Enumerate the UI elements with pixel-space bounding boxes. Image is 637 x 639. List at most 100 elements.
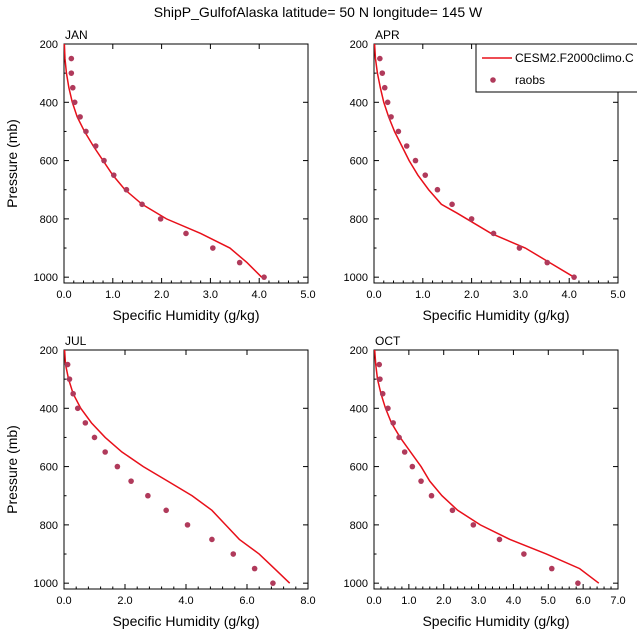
obs-point	[128, 478, 134, 484]
x-tick-label: 4.0	[178, 595, 193, 607]
panel-oct: OCT 0.0 1.0 2.0 3.0 4.0 5.0 6.0 7.0 200 400 600 800 1…	[344, 334, 626, 629]
legend-obs-marker	[490, 77, 496, 83]
y-tick-label: 800	[40, 520, 58, 532]
obs-point	[123, 186, 130, 193]
x-axis-label: Specific Humidity (g/kg)	[422, 613, 569, 629]
x-tick-label: 8.0	[300, 595, 315, 607]
y-tick-label: 200	[350, 345, 368, 357]
x-tick-label: 3.0	[513, 289, 528, 301]
obs-point	[379, 390, 386, 397]
obs-point	[390, 420, 396, 426]
legend-model-label: CESM2.F2000climo.C	[515, 51, 634, 65]
y-tick-label: 600	[40, 156, 58, 168]
obs-point	[409, 463, 416, 470]
obs-point	[184, 522, 191, 528]
y-tick-label: 1000	[344, 272, 368, 284]
obs-point	[68, 55, 75, 62]
obs-point	[209, 536, 215, 543]
obs-point	[381, 84, 388, 91]
y-tick-label: 400	[40, 97, 58, 109]
obs-point	[521, 551, 527, 557]
x-tick-label: 1.0	[401, 595, 416, 607]
obs-point	[83, 128, 89, 135]
x-tick-label: 6.0	[239, 595, 254, 607]
y-tick-label: 600	[350, 156, 368, 168]
obs-point	[575, 580, 581, 586]
obs-point	[470, 522, 477, 528]
obs-point	[418, 478, 424, 484]
obs-point	[183, 230, 189, 237]
model-series-line	[373, 349, 600, 584]
y-axis-label: Pressure (mb)	[4, 425, 20, 514]
x-tick-label: 4.0	[506, 595, 521, 607]
x-tick-label: 4.0	[252, 289, 267, 301]
main-title: ShipP_GulfofAlaska latitude= 50 N longit…	[154, 4, 483, 20]
panels: JAN 0.0 1.0 2.0 3.0 4.0 5.0 200 400 600 800 1000 Spe…	[4, 28, 626, 629]
x-tick-label: 7.0	[610, 595, 625, 607]
obs-point	[110, 172, 117, 178]
obs-point	[449, 201, 455, 208]
x-tick-label: 0.0	[56, 595, 71, 607]
x-tick-label: 3.0	[203, 289, 218, 301]
y-tick-label: 1000	[34, 578, 58, 590]
x-axis-label: Specific Humidity (g/kg)	[112, 307, 259, 323]
obs-point	[396, 434, 402, 441]
obs-point	[468, 216, 475, 222]
y-tick-label: 600	[40, 462, 58, 474]
obs-point	[384, 99, 391, 106]
obs-point	[403, 143, 410, 149]
y-tick-label: 400	[350, 97, 368, 109]
obs-point	[210, 245, 216, 251]
x-tick-label: 1.0	[105, 289, 120, 301]
x-tick-label: 6.0	[575, 595, 590, 607]
obs-point	[77, 114, 83, 120]
obs-point	[70, 390, 76, 397]
obs-point	[64, 361, 71, 368]
obs-point	[412, 157, 419, 164]
obs-point	[66, 376, 73, 382]
obs-point	[102, 449, 108, 455]
x-tick-label: 1.0	[415, 289, 430, 301]
obs-point	[388, 114, 394, 120]
y-tick-label: 1000	[344, 578, 368, 590]
obs-point	[92, 143, 99, 149]
obs-point	[230, 551, 237, 557]
y-tick-label: 800	[350, 214, 368, 226]
x-tick-label: 3.0	[471, 595, 486, 607]
obs-point	[395, 128, 402, 135]
y-tick-label: 200	[40, 39, 58, 51]
obs-point	[490, 230, 497, 237]
plot-frame	[63, 43, 309, 284]
y-tick-label: 200	[350, 39, 368, 51]
y-tick-label: 800	[40, 214, 58, 226]
y-tick-label: 400	[350, 403, 368, 415]
obs-point	[91, 434, 98, 441]
x-tick-label: 4.0	[562, 289, 577, 301]
panel-label: JAN	[65, 28, 88, 42]
obs-point	[377, 376, 383, 382]
x-axis-label: Specific Humidity (g/kg)	[112, 613, 259, 629]
obs-point	[270, 580, 276, 586]
obs-point	[68, 70, 75, 76]
y-tick-label: 600	[350, 462, 368, 474]
y-tick-label: 200	[40, 345, 58, 357]
obs-point	[544, 259, 551, 266]
y-axis-label: Pressure (mb)	[4, 119, 20, 208]
obs-point	[516, 245, 523, 251]
plot-frame	[373, 349, 619, 590]
plot-frame	[63, 349, 309, 590]
obs-point	[376, 361, 383, 368]
x-tick-label: 2.0	[436, 595, 451, 607]
obs-point	[449, 507, 456, 514]
obs-point	[571, 274, 577, 280]
x-tick-label: 2.0	[154, 289, 169, 301]
y-tick-label: 1000	[34, 272, 58, 284]
obs-point	[401, 449, 408, 455]
obs-point	[74, 405, 81, 412]
obs-point	[101, 157, 107, 164]
obs-point	[428, 492, 435, 499]
x-tick-label: 5.0	[541, 595, 556, 607]
obs-point	[385, 405, 391, 412]
x-tick-label: 0.0	[56, 289, 71, 301]
